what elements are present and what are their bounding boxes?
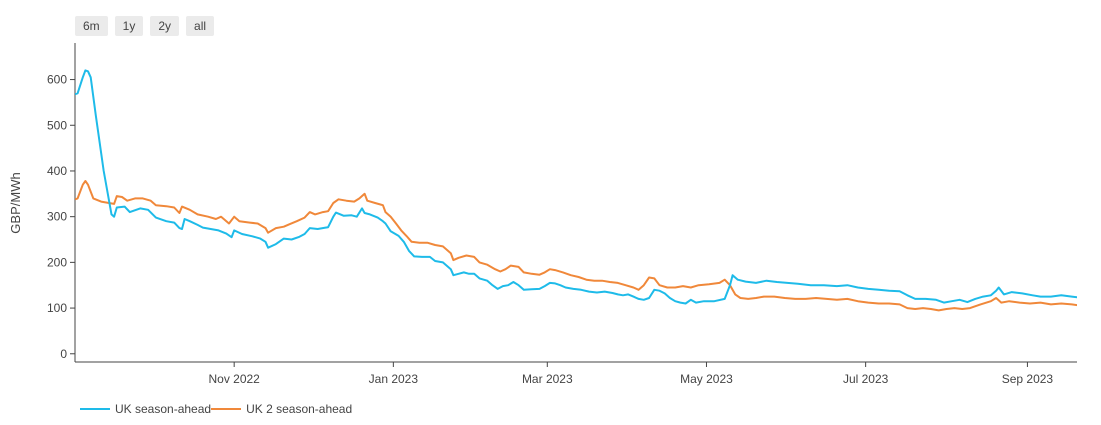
legend-label-uk-season-ahead: UK season-ahead	[115, 402, 212, 416]
y-axis-title: GBP/MWh	[8, 172, 23, 233]
range-button-6m[interactable]: 6m	[75, 16, 108, 36]
range-button-2y[interactable]: 2y	[150, 16, 180, 36]
line-chart: 0 100 200 300 400 500 600 Nov 2022 Jan 2023 Mar …	[8, 43, 1077, 386]
legend-label-uk-2-season-ahead: UK 2 season-ahead	[246, 402, 353, 416]
x-tick-label-nov-2022: Nov 2022	[208, 372, 260, 386]
legend-swatch-uk-season-ahead	[80, 408, 110, 410]
legend: UK season-ahead UK 2 season-ahead	[80, 402, 361, 416]
range-selector: 6m 1y 2y all	[75, 16, 215, 36]
y-tick-label-100: 100	[47, 301, 67, 315]
legend-item-uk-season-ahead[interactable]: UK season-ahead	[80, 402, 211, 416]
x-axis: Nov 2022 Jan 2023 Mar 2023 May 2023 Jul 2023…	[75, 361, 1077, 386]
legend-swatch-uk-2-season-ahead	[211, 408, 242, 410]
y-tick-label-200: 200	[47, 255, 67, 269]
series-line-uk-season-ahead	[75, 69, 1077, 305]
range-button-all[interactable]: all	[186, 16, 215, 36]
range-button-1y[interactable]: 1y	[114, 16, 144, 36]
y-tick-label-600: 600	[47, 73, 67, 87]
x-tick-label-jul-2023: Jul 2023	[843, 372, 889, 386]
x-tick-label-mar-2023: Mar 2023	[522, 372, 573, 386]
y-axis: 0 100 200 300 400 500 600	[47, 43, 76, 362]
y-tick-label-0: 0	[60, 347, 67, 361]
x-tick-label-sep-2023: Sep 2023	[1002, 372, 1054, 386]
y-tick-label-400: 400	[47, 164, 67, 178]
y-tick-label-300: 300	[47, 210, 67, 224]
x-tick-label-jan-2023: Jan 2023	[369, 372, 419, 386]
series-line-uk-2-season-ahead	[75, 180, 1077, 312]
series-layer	[75, 69, 1077, 312]
x-tick-label-may-2023: May 2023	[680, 372, 733, 386]
y-tick-label-500: 500	[47, 118, 67, 132]
legend-item-uk-2-season-ahead[interactable]: UK 2 season-ahead	[211, 402, 361, 416]
